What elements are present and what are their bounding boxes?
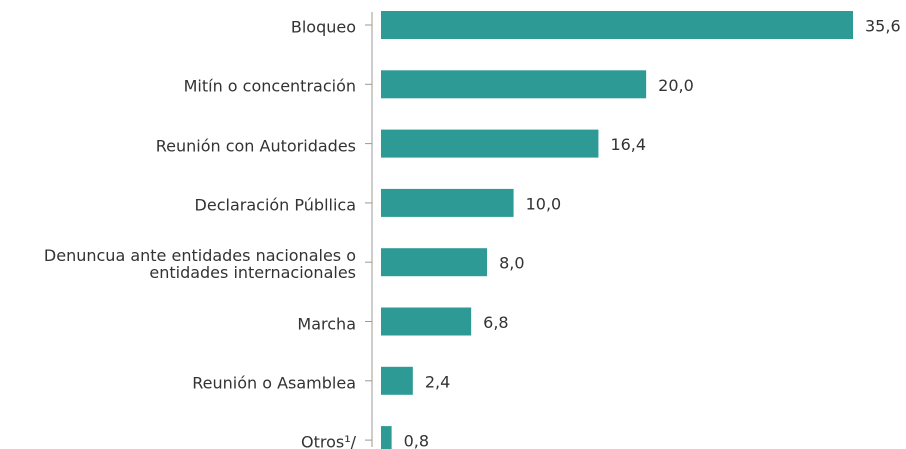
value-label: 6,8: [483, 313, 508, 332]
category-label: Mitín o concentración: [183, 76, 356, 96]
bar: [381, 11, 853, 39]
bar: [381, 307, 472, 336]
value-label: 8,0: [499, 254, 524, 273]
bar: [381, 426, 392, 449]
bar: [381, 188, 514, 217]
bar: [381, 248, 488, 277]
bar: [381, 70, 647, 99]
category-label: Reunión o Asamblea: [192, 373, 356, 393]
value-label: 0,8: [404, 432, 429, 449]
value-label: 10,0: [526, 194, 562, 213]
value-label: 35,6: [865, 17, 901, 36]
value-label: 16,4: [610, 135, 646, 154]
category-label: Denuncua ante entidades nacionales o ent…: [43, 246, 356, 283]
category-label: Reunión con Autoridades: [155, 136, 356, 156]
value-label: 20,0: [658, 76, 694, 95]
category-label: Marcha: [297, 314, 356, 333]
value-label: 2,4: [425, 372, 450, 391]
bar: [381, 366, 413, 395]
bar: [381, 129, 599, 158]
category-label: Bloqueo: [290, 17, 356, 37]
category-label: Declaración Públlica: [194, 195, 356, 215]
category-label: Otros¹/: [300, 432, 356, 449]
